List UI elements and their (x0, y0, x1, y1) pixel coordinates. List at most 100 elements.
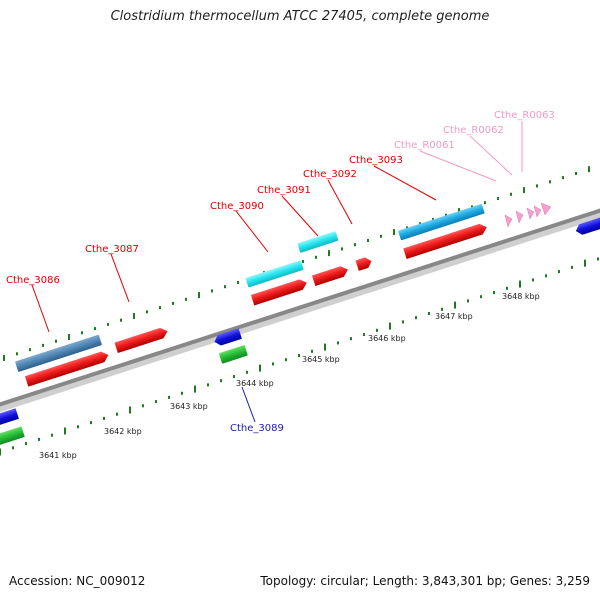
cog-feature-cthe-3091[interactable] (297, 231, 339, 253)
ruler-minor-tick (159, 306, 161, 310)
ruler-minor-tick (237, 281, 239, 284)
gene-label-cthe-r0063[interactable]: Cthe_R0063 (494, 110, 555, 121)
ruler-major-tick (64, 427, 66, 435)
ruler-major-tick (259, 364, 261, 372)
cds-arrow-cthe-3086[interactable] (24, 350, 110, 387)
ruler-minor-tick (571, 265, 573, 269)
reverse-cog-feature-cthe-3089[interactable] (219, 345, 248, 364)
ruler-minor-tick (354, 243, 356, 247)
cog-feature-cthe-3093[interactable] (398, 204, 485, 241)
ruler-minor-tick (311, 349, 313, 353)
ruler-minor-tick (506, 286, 508, 290)
ruler-minor-tick (285, 358, 287, 362)
ruler-minor-tick (367, 239, 369, 242)
ruler-minor-tick (363, 333, 365, 336)
gene-label-cthe-3087[interactable]: Cthe_3087 (85, 244, 139, 255)
ruler-minor-tick (549, 180, 551, 184)
ruler-major-tick (393, 229, 395, 236)
ruler-minor-tick (484, 201, 486, 205)
cog-feature-cthe-3086[interactable] (15, 334, 102, 373)
ruler-minor-tick (51, 433, 53, 437)
ruler-minor-tick (168, 395, 170, 399)
cds-arrow-cthe-3087[interactable] (114, 326, 169, 354)
topology-summary: Topology: circular; Length: 3,843,301 bp… (260, 574, 590, 588)
ruler-minor-tick (536, 184, 538, 188)
ruler-major-tick (584, 259, 586, 267)
gene-label-cthe-3090[interactable]: Cthe_3090 (210, 201, 264, 212)
ruler-minor-tick (103, 416, 105, 420)
ruler-minor-tick (90, 421, 92, 425)
ruler-major-tick (324, 343, 326, 351)
ruler-label: 3642 kbp (104, 427, 142, 436)
ruler-minor-tick (107, 322, 109, 326)
reverse-cds-arrow[interactable] (0, 408, 19, 428)
cds-arrow-cthe-3092[interactable] (355, 256, 373, 271)
leader-line (241, 386, 256, 423)
leader-line (31, 284, 50, 333)
gene-label-cthe-3092[interactable]: Cthe_3092 (303, 169, 357, 180)
reverse-cds-arrow-cthe-3089[interactable] (213, 328, 242, 347)
ruler-major-tick (129, 406, 131, 414)
ruler-major-tick (3, 355, 5, 361)
ruler-minor-tick (120, 318, 122, 322)
ruler-major-tick (194, 385, 196, 393)
ruler-minor-tick (445, 213, 447, 217)
ruler-minor-tick (38, 437, 40, 441)
rrna-marker[interactable] (533, 205, 542, 218)
ruler-minor-tick (302, 260, 304, 263)
ruler-minor-tick (142, 404, 144, 408)
ruler-minor-tick (545, 274, 547, 278)
ruler-minor-tick (441, 307, 443, 311)
rrna-marker-cthe-r0062[interactable] (515, 210, 524, 224)
gene-label-cthe-3089[interactable]: Cthe_3089 (230, 423, 284, 434)
ruler-major-tick (523, 187, 525, 194)
ruler-minor-tick (597, 257, 599, 261)
ruler-major-tick (588, 166, 590, 173)
ruler-major-tick (389, 322, 391, 330)
ruler-minor-tick (428, 312, 430, 315)
cds-arrow-cthe-3093[interactable] (403, 222, 488, 259)
ruler-minor-tick (575, 171, 577, 175)
ruler-minor-tick (337, 341, 339, 345)
ruler-minor-tick (562, 176, 564, 180)
rrna-marker[interactable] (540, 202, 552, 216)
ruler-minor-tick (558, 270, 560, 274)
gene-label-cthe-r0061[interactable]: Cthe_R0061 (394, 140, 455, 151)
ruler-major-tick (0, 448, 1, 456)
ruler-minor-tick (207, 383, 209, 387)
ruler-minor-tick (480, 295, 482, 299)
gene-label-cthe-r0062[interactable]: Cthe_R0062 (443, 125, 504, 136)
ruler-minor-tick (146, 310, 148, 314)
genome-backbone (0, 208, 600, 407)
cog-feature-cthe-3090[interactable] (245, 260, 304, 288)
reverse-cog-feature[interactable] (0, 426, 25, 447)
ruler-minor-tick (81, 331, 83, 335)
ruler-label: 3641 kbp (39, 451, 77, 460)
gene-label-cthe-3091[interactable]: Cthe_3091 (257, 185, 311, 196)
ruler-label: 3644 kbp (236, 379, 274, 388)
cds-arrow-cthe-3091[interactable] (311, 264, 350, 286)
ruler-major-tick (458, 208, 460, 215)
ruler-minor-tick (510, 192, 512, 196)
leader-line (281, 195, 319, 237)
rrna-marker-cthe-r0063[interactable] (526, 207, 535, 220)
ruler-minor-tick (42, 343, 44, 347)
ruler-minor-tick (55, 339, 57, 343)
cds-arrow-cthe-3090[interactable] (250, 277, 309, 306)
ruler-minor-tick (497, 197, 499, 200)
leader-line (327, 179, 353, 225)
ruler-major-tick (198, 292, 200, 299)
backbone-shadow (0, 210, 600, 413)
ruler-major-tick (68, 334, 70, 340)
ruler-minor-tick (181, 391, 183, 395)
ruler-minor-tick (12, 446, 14, 450)
gene-label-cthe-3093[interactable]: Cthe_3093 (349, 155, 403, 166)
rrna-marker-cthe-r0061[interactable] (504, 214, 513, 228)
ruler-minor-tick (471, 205, 473, 209)
ruler-minor-tick (415, 316, 417, 320)
ruler-minor-tick (220, 379, 222, 383)
gene-label-cthe-3086[interactable]: Cthe_3086 (6, 275, 60, 286)
reverse-cds-arrow[interactable] (574, 216, 600, 237)
ruler-label: 3648 kbp (502, 292, 540, 301)
ruler-minor-tick (419, 222, 421, 226)
